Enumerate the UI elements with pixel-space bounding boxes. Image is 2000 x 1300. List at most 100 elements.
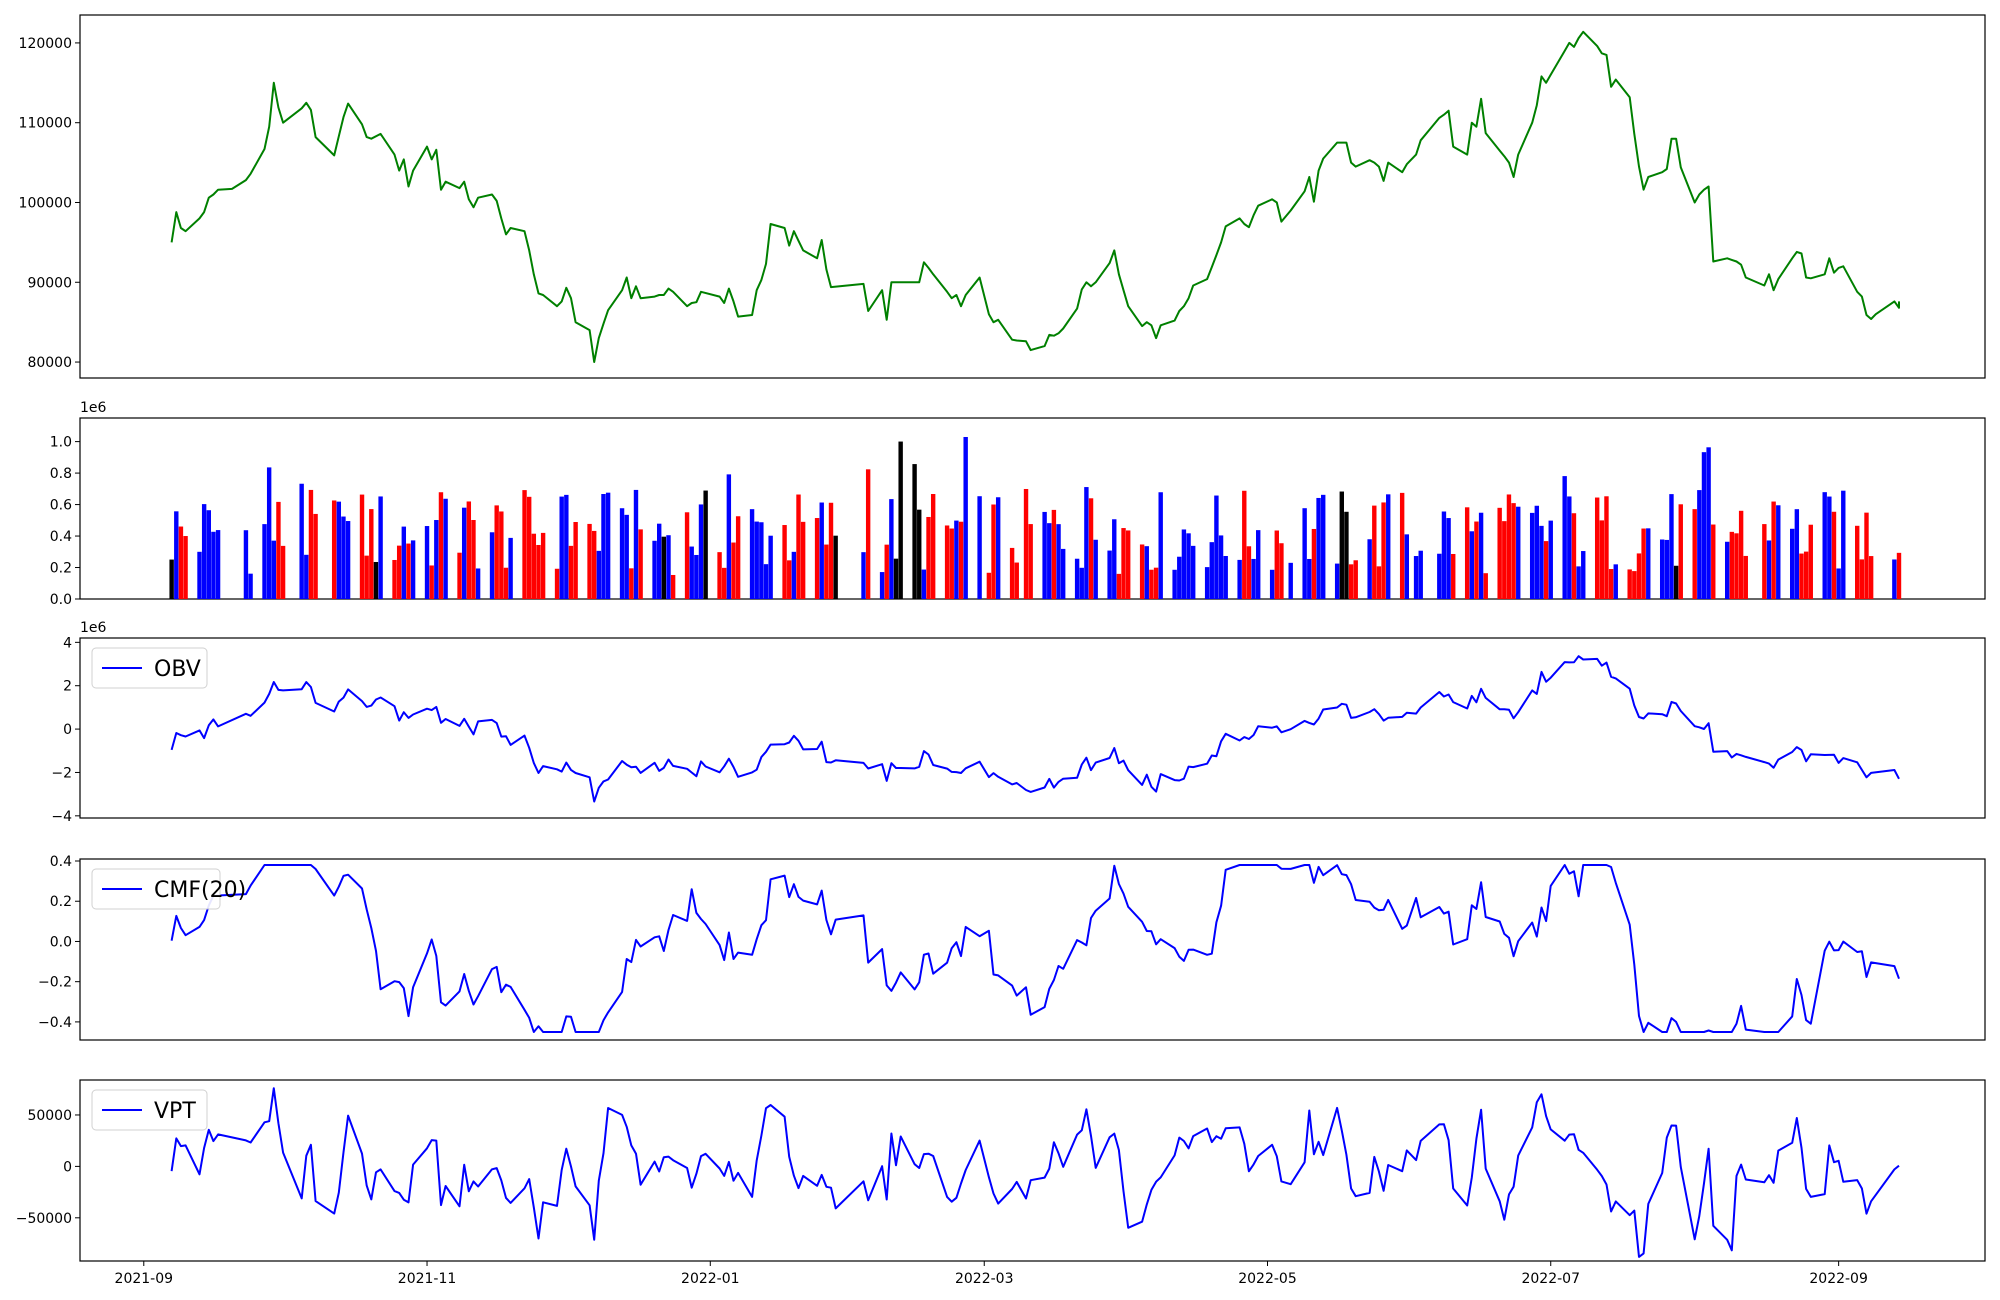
volume-bar <box>201 504 207 599</box>
vpt-ytick-label: 0 <box>63 1159 72 1175</box>
volume-bar <box>271 540 276 599</box>
volume-bar <box>1599 520 1605 599</box>
volume-bar <box>169 559 174 599</box>
volume-bar <box>373 561 379 599</box>
volume-ytick-label: 0.8 <box>50 466 72 482</box>
volume-bar <box>1762 524 1767 599</box>
volume-bar <box>494 505 499 599</box>
volume-bar <box>443 498 448 599</box>
volume-bar <box>1896 552 1902 599</box>
volume-bar <box>540 532 546 599</box>
volume-bar <box>197 551 202 599</box>
volume-bar <box>633 489 639 599</box>
cmf-legend-label: CMF(20) <box>154 878 246 903</box>
volume-ytick-label: 0.4 <box>50 529 72 545</box>
volume-bar <box>410 540 416 599</box>
volume-bar <box>178 526 184 599</box>
obv-ytick-label: 2 <box>63 679 72 695</box>
volume-bar <box>1827 496 1832 599</box>
vpt-legend-label: VPT <box>154 1099 196 1124</box>
price-ytick-label: 110000 <box>19 116 72 132</box>
volume-bar <box>1251 558 1256 599</box>
volume-bar <box>1608 569 1614 599</box>
volume-bar <box>1729 531 1735 599</box>
volume-panel: 1e6 0.0 0.2 0.4 0.6 0.8 1.0 <box>50 400 1986 608</box>
volume-bar <box>1348 564 1354 599</box>
volume-bar <box>1664 539 1670 599</box>
volume-bar <box>1399 492 1405 599</box>
volume-bar <box>1060 548 1066 599</box>
volume-bar <box>731 542 736 599</box>
volume-bar <box>958 521 964 599</box>
volume-bar <box>215 530 221 599</box>
volume-bar <box>787 560 792 599</box>
vpt-legend-box <box>91 1089 208 1131</box>
volume-bar <box>759 522 764 599</box>
volume-bar <box>1056 524 1061 599</box>
volume-bar <box>1181 529 1187 599</box>
volume-bar <box>1706 447 1711 599</box>
volume-bar <box>1581 551 1586 599</box>
vpt-ytick-label: −50000 <box>16 1211 72 1227</box>
volume-bar <box>1246 546 1252 599</box>
volume-bar <box>1548 520 1553 599</box>
volume-bar <box>457 552 462 599</box>
volume-bar <box>531 533 537 599</box>
cmf-legend-box <box>91 868 221 910</box>
cmf-series-line <box>170 864 1900 1033</box>
volume-bar <box>912 464 917 599</box>
volume-bar <box>605 492 611 599</box>
volume-bar <box>499 511 504 599</box>
volume-bar <box>1831 511 1837 599</box>
volume-bar <box>266 467 272 599</box>
volume-bar <box>1738 510 1744 599</box>
volume-ytick-label: 0.6 <box>50 498 72 514</box>
volume-bar <box>949 528 954 599</box>
volume-bar <box>601 494 606 599</box>
volume-bar <box>814 518 820 599</box>
volume-bar <box>861 552 866 599</box>
volume-bar <box>1144 546 1149 599</box>
volume-bar <box>963 436 968 599</box>
price-panel: 80000 90000 100000 110000 120000 <box>19 14 1986 379</box>
cmf-ytick-label: −0.2 <box>38 975 72 991</box>
volume-bar <box>1107 550 1112 599</box>
date-tick-label: 2022-09 <box>1809 1271 1868 1287</box>
volume-bar <box>174 511 179 599</box>
volume-bar <box>1353 560 1358 599</box>
volume-bar <box>1855 525 1860 599</box>
volume-bar <box>1386 494 1391 599</box>
volume-bar <box>1543 541 1549 599</box>
volume-bar <box>1381 502 1386 599</box>
volume-bar <box>438 492 444 599</box>
volume-bar <box>1177 556 1182 599</box>
volume-bar <box>735 516 741 599</box>
volume-bar <box>796 494 801 599</box>
price-series-line <box>170 30 1900 363</box>
volume-bar <box>1724 541 1730 599</box>
vpt-ytick-label: 50000 <box>27 1108 72 1124</box>
volume-bar <box>1697 490 1702 599</box>
volume-bar <box>991 504 996 599</box>
volume-bar <box>396 545 402 599</box>
volume-bar <box>276 501 281 599</box>
volume-bar <box>782 525 787 599</box>
volume-bar <box>638 529 643 599</box>
volume-bar <box>308 489 314 599</box>
volume-bar <box>564 494 569 599</box>
volume-bar <box>1339 491 1344 599</box>
volume-bar <box>1237 559 1242 599</box>
volume-bar <box>424 526 430 599</box>
cmf-ytick-label: 0.0 <box>50 934 72 950</box>
price-ytick-label: 90000 <box>27 275 72 291</box>
date-tick-label: 2022-03 <box>955 1271 1014 1287</box>
volume-bar <box>1321 494 1326 599</box>
volume-bar <box>768 535 773 599</box>
volume-bar <box>652 540 657 599</box>
volume-bar <box>1632 571 1637 599</box>
volume-bar <box>1279 543 1284 599</box>
volume-bar <box>471 520 476 599</box>
volume-bar <box>1776 505 1781 599</box>
volume-bar <box>1116 573 1122 599</box>
volume-bar <box>401 526 407 599</box>
